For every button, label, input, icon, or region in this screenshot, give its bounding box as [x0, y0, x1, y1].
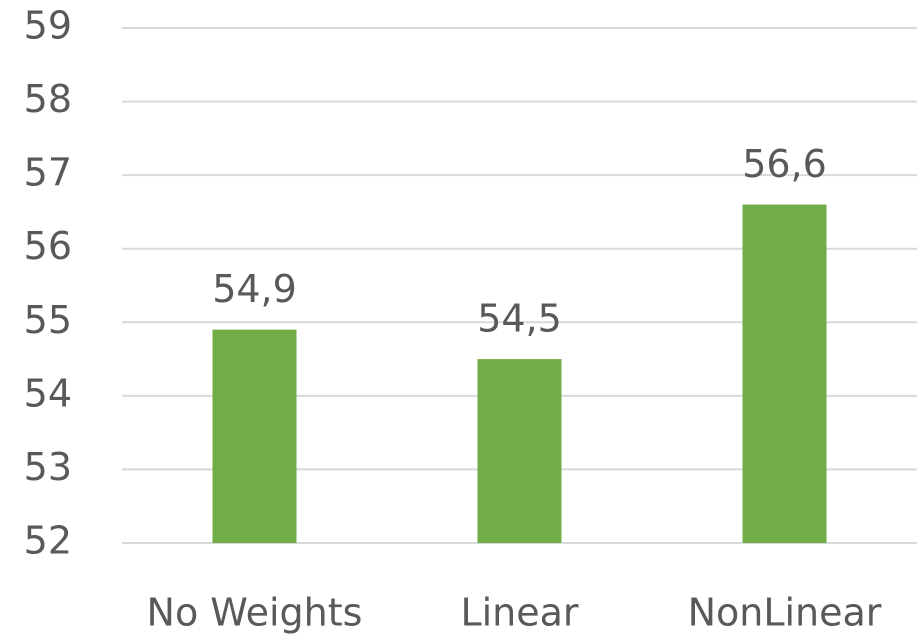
x-tick-label: NonLinear	[688, 591, 882, 635]
y-tick-label: 59	[24, 4, 72, 48]
y-tick-label: 56	[24, 224, 72, 268]
y-tick-label: 57	[24, 151, 72, 195]
bar	[742, 204, 827, 544]
y-tick-label: 54	[24, 371, 72, 415]
x-tick-label: No Weights	[147, 591, 363, 635]
y-tick-label: 58	[24, 77, 72, 121]
y-tick-label: 53	[24, 445, 72, 489]
x-tick-label: Linear	[460, 591, 578, 635]
y-tick-label: 52	[24, 519, 72, 563]
bar	[477, 359, 562, 543]
value-label: 54,9	[212, 267, 297, 311]
value-label: 56,6	[742, 142, 827, 186]
bar	[212, 329, 297, 543]
value-label: 54,5	[477, 297, 562, 341]
y-tick-label: 55	[24, 298, 72, 342]
